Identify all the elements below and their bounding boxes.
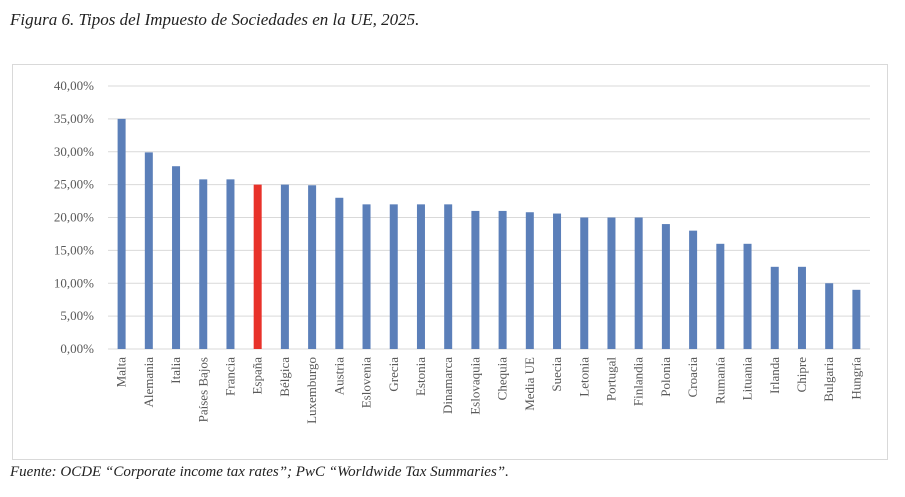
bar-chequia [498, 210, 507, 349]
bar-finlandia [634, 217, 643, 349]
y-tick-label: 5,00% [60, 308, 94, 323]
y-tick-label: 10,00% [54, 275, 94, 290]
x-tick-label: Lituania [740, 357, 755, 401]
x-tick-label: Chequia [495, 357, 510, 401]
bar-bulgaria [825, 283, 834, 349]
x-tick-label: Polonia [658, 357, 673, 397]
bar-francia [226, 179, 235, 349]
x-tick-label: Suecia [549, 357, 564, 392]
bar-suecia [553, 213, 562, 349]
bar-rumanía [716, 243, 725, 349]
bar-eslovenia [362, 204, 371, 349]
x-tick-label: Rumanía [712, 357, 727, 404]
x-tick-label: Media UE [522, 357, 537, 411]
x-tick-label: Malta [114, 357, 129, 388]
y-tick-label: 15,00% [54, 242, 94, 257]
x-tick-label: Luxemburgo [304, 357, 319, 424]
bar-portugal [607, 217, 616, 349]
bar-bélgica [280, 184, 289, 349]
x-tick-label: Italia [168, 357, 183, 384]
bar-dinamarca [444, 204, 453, 349]
bar-polonia [661, 224, 670, 349]
x-tick-label: Bulgaria [821, 357, 836, 402]
bar-alemania [144, 152, 153, 349]
bar-chipre [797, 266, 806, 349]
x-tick-label: Austria [331, 357, 346, 396]
x-tick-label: Irlanda [767, 357, 782, 394]
x-tick-label: Eslovaquia [467, 357, 482, 415]
x-tick-label: Hungría [848, 357, 863, 400]
bar-hungría [852, 289, 861, 349]
y-tick-label: 30,00% [54, 144, 94, 159]
bar-luxemburgo [308, 185, 317, 349]
bar-austria [335, 197, 344, 349]
bar-letonia [580, 217, 589, 349]
x-tick-label: Países Bajos [195, 357, 210, 422]
bar-estonia [416, 204, 425, 349]
bar-media-ue [525, 212, 534, 349]
x-tick-label: Francia [222, 357, 237, 396]
bar-irlanda [770, 266, 779, 349]
figure-title: Figura 6. Tipos del Impuesto de Sociedad… [10, 10, 420, 29]
x-tick-label: Portugal [603, 357, 618, 401]
x-tick-label: Bélgica [277, 357, 292, 397]
bar-malta [117, 118, 126, 349]
x-tick-label: España [250, 357, 265, 395]
x-tick-label: Croacia [685, 357, 700, 398]
x-tick-label: Dinamarca [440, 357, 455, 414]
bar-croacia [689, 230, 698, 349]
y-tick-label: 20,00% [54, 210, 94, 225]
x-tick-label: Eslovenia [359, 357, 374, 408]
x-tick-label: Finlandia [631, 357, 646, 406]
bar-eslovaquia [471, 210, 480, 349]
source-note: Fuente: OCDE “Corporate income tax rates… [10, 464, 509, 480]
bar-españa [253, 184, 262, 349]
y-tick-label: 0,00% [60, 341, 94, 356]
bar-lituania [743, 243, 752, 349]
bar-países-bajos [199, 179, 208, 349]
x-tick-label: Estonia [413, 357, 428, 396]
x-tick-label: Letonia [576, 357, 591, 397]
y-tick-label: 25,00% [54, 177, 94, 192]
bar-grecia [389, 204, 398, 349]
x-tick-label: Alemania [141, 357, 156, 408]
bar-italia [172, 166, 181, 349]
y-tick-label: 35,00% [54, 111, 94, 126]
chart-frame [12, 64, 888, 460]
x-tick-label: Chipre [794, 357, 809, 393]
y-tick-label: 40,00% [54, 78, 94, 93]
x-tick-label: Grecia [386, 357, 401, 392]
